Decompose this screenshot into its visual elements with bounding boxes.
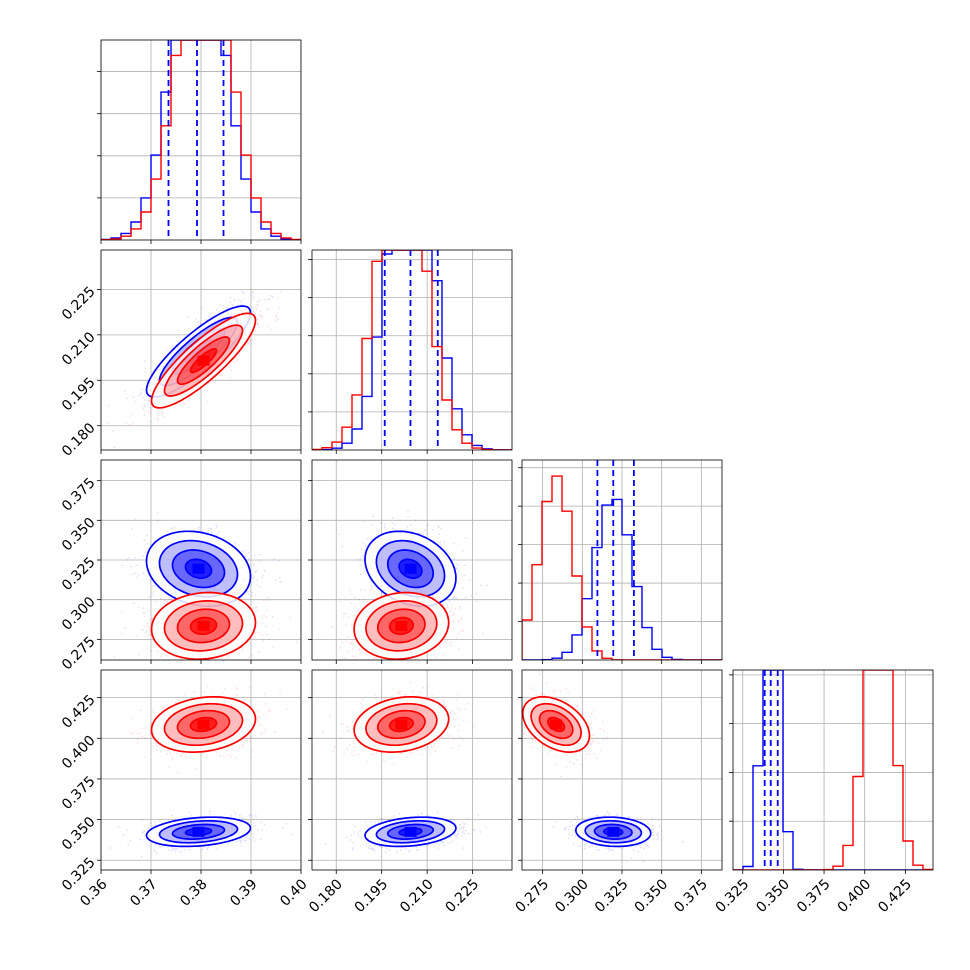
y-tick-label: 0.350 <box>59 515 99 555</box>
panel-content <box>312 250 512 450</box>
x-tick-label: 0.210 <box>397 876 437 916</box>
panel-background <box>733 670 933 870</box>
x-tick-label: 0.350 <box>632 876 672 916</box>
y-tick-label: 0.300 <box>59 594 99 634</box>
y-tick-label: 0.180 <box>59 420 99 460</box>
y-tick-label: 0.350 <box>59 814 99 854</box>
density-peak-red <box>197 719 210 730</box>
y-tick-label: 0.325 <box>59 554 99 594</box>
panel-frame <box>311 669 513 871</box>
x-tick-label: 0.39 <box>227 876 260 909</box>
density-peak-red <box>197 355 210 366</box>
x-tick-label: 0.38 <box>177 876 210 909</box>
density-peak-blue <box>404 563 417 574</box>
panel-content <box>522 460 722 660</box>
y-tick-label: 0.425 <box>59 692 99 732</box>
density-peak-blue <box>404 826 417 837</box>
density-peak-red <box>197 620 210 631</box>
panel-3-3 <box>729 669 934 874</box>
panel-content <box>101 460 301 660</box>
panel-content <box>733 670 933 870</box>
x-tick-label: 0.325 <box>592 876 632 916</box>
y-tick-label: 0.400 <box>59 733 99 773</box>
histogram-blue <box>312 250 512 450</box>
panel-content <box>522 670 722 870</box>
panel-frame <box>311 249 513 451</box>
x-tick-label: 0.325 <box>713 876 753 916</box>
y-tick-label: 0.275 <box>59 634 99 674</box>
panel-frame <box>732 669 934 871</box>
panel-3-2 <box>518 669 723 874</box>
histogram-red <box>312 250 512 450</box>
x-tick-label: 0.375 <box>794 876 834 916</box>
y-tick-label: 0.210 <box>59 329 99 369</box>
x-tick-label: 0.195 <box>352 876 392 916</box>
density-peak-red <box>550 719 563 730</box>
panel-content <box>101 40 301 240</box>
panel-background <box>312 250 512 450</box>
panel-3-1 <box>308 669 513 874</box>
x-tick-label: 0.375 <box>671 876 711 916</box>
panel-content <box>312 460 512 660</box>
panel-2-1 <box>308 459 513 664</box>
histogram-red <box>733 670 933 870</box>
panel-1-1 <box>308 249 513 454</box>
panel-content <box>101 250 301 450</box>
x-tick-label: 0.400 <box>835 876 875 916</box>
y-tick-label: 0.195 <box>59 375 99 415</box>
panel-content <box>101 670 301 870</box>
y-tick-label: 0.225 <box>59 284 99 324</box>
scatter-points-blue <box>109 810 293 858</box>
panel-2-2 <box>518 459 723 664</box>
y-tick-label: 0.375 <box>59 475 99 515</box>
y-tick-label: 0.375 <box>59 773 99 813</box>
x-tick-label: 0.180 <box>306 876 346 916</box>
x-tick-label: 0.350 <box>753 876 793 916</box>
panel-0-0 <box>97 39 302 244</box>
panel-1-0 <box>97 249 302 454</box>
x-tick-label: 0.425 <box>875 876 915 916</box>
density-peak-blue <box>607 826 620 837</box>
density-peak-blue <box>192 826 205 837</box>
density-peak-blue <box>192 563 205 574</box>
panel-2-0 <box>97 459 302 664</box>
x-tick-label: 0.300 <box>552 876 592 916</box>
density-peak-red <box>395 719 408 730</box>
histogram-red <box>101 40 301 240</box>
histogram-blue <box>733 670 933 870</box>
panel-3-0 <box>97 669 302 874</box>
x-tick-label: 0.225 <box>443 876 483 916</box>
density-peak-red <box>395 620 408 631</box>
x-tick-label: 0.275 <box>513 876 553 916</box>
panel-content <box>312 670 512 870</box>
x-tick-label: 0.37 <box>127 876 160 909</box>
